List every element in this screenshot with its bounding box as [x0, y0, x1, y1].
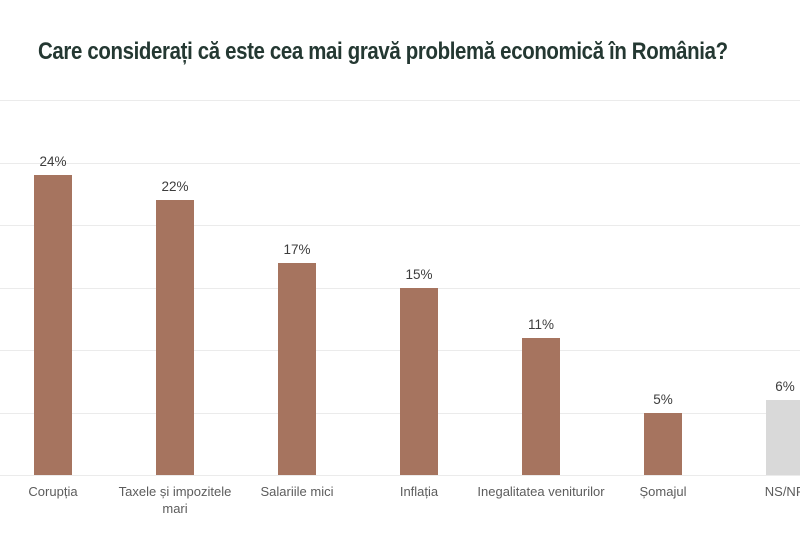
- category-label: Salariile mici: [260, 484, 334, 499]
- category-label: Șomajul: [639, 484, 687, 499]
- bar-value-label: 6%: [775, 379, 795, 394]
- gridline: [0, 225, 800, 226]
- category-label: Inflația: [399, 484, 439, 499]
- bar: [766, 400, 800, 475]
- bar: [278, 262, 316, 475]
- bar-value-label: 11%: [527, 316, 555, 332]
- bar: [156, 200, 194, 475]
- bar-value-label: 15%: [405, 266, 433, 282]
- bar-value-label: 17%: [283, 241, 311, 257]
- gridline: [0, 162, 800, 164]
- bar: [522, 337, 560, 475]
- chart-title: Care considerați că este cea mai gravă p…: [38, 38, 728, 65]
- category-label: Corupția: [28, 484, 78, 499]
- bar: [34, 175, 72, 475]
- gridline: [0, 100, 800, 101]
- bar-value-label: 22%: [161, 179, 189, 194]
- bar: [400, 287, 438, 475]
- bar: [644, 412, 682, 475]
- bar-value-label: 24%: [39, 154, 67, 169]
- category-label: NS/NR: [764, 484, 800, 499]
- category-label: Inegalitatea veniturilor: [477, 484, 605, 499]
- gridline: [0, 475, 800, 476]
- category-label: Taxele și impozitele mari: [118, 484, 232, 516]
- bar-value-label: 5%: [653, 391, 673, 407]
